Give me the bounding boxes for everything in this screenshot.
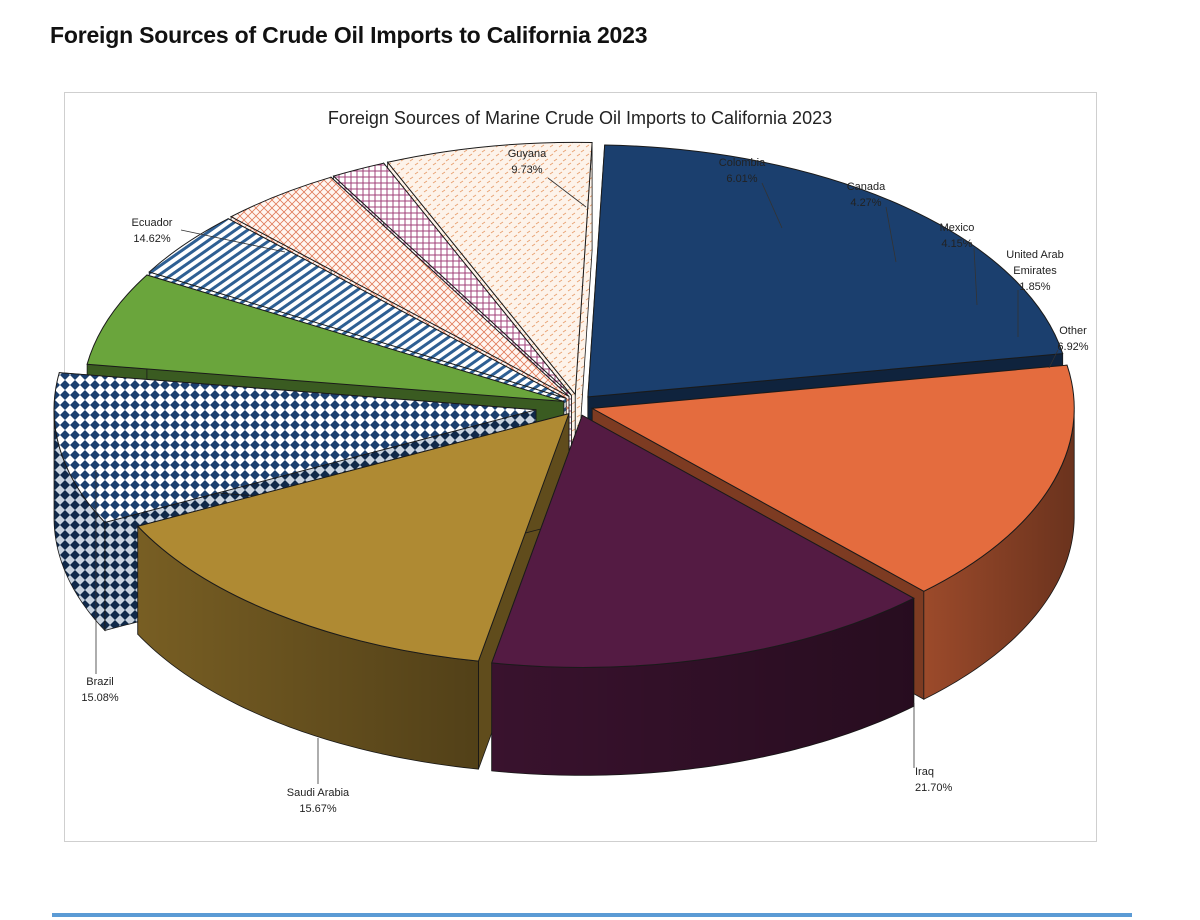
leader-line-mexico	[973, 247, 978, 306]
leader-line-colombia	[761, 182, 783, 229]
rim-shade-brazil	[491, 598, 914, 776]
side-brazil	[491, 414, 915, 776]
slice-saudi-arabia	[590, 364, 1075, 592]
slice-ecuador	[136, 412, 570, 662]
data-label-guyana: Guyana 9.73%	[508, 148, 547, 176]
data-label-saudi-arabia: Saudi Arabia 15.67%	[287, 787, 350, 815]
rim-shade-saudi-arabia	[923, 410, 1075, 700]
slice-other	[386, 141, 593, 396]
data-label-ecuador: Ecuador 14.62%	[132, 217, 173, 245]
page-title: Foreign Sources of Crude Oil Imports to …	[50, 22, 648, 48]
leader-line-other	[1048, 349, 1059, 369]
slice-brazil	[491, 414, 915, 668]
data-label-brazil: Brazil 15.08%	[81, 676, 119, 704]
pie-slices	[53, 141, 1075, 668]
data-label-other: Other 6.92%	[1057, 325, 1088, 353]
rim-shade-ecuador	[137, 526, 479, 770]
slice-colombia	[86, 274, 564, 402]
data-label-colombia: Colombia 6.01%	[719, 157, 766, 185]
slice-guyana	[53, 372, 537, 523]
slice-united-arab-emirates	[332, 162, 572, 396]
data-label-iraq: Iraq 21.70%	[915, 766, 953, 794]
data-labels: Iraq 21.70% Saudi Arabia 15.67% Brazil 15.08%…	[81, 148, 1088, 815]
slice-mexico	[229, 176, 570, 397]
leader-line-guyana	[547, 177, 587, 208]
slice-iraq	[587, 144, 1064, 398]
chart-title: Foreign Sources of Marine Crude Oil Impo…	[328, 108, 832, 128]
bottom-divider	[52, 913, 1132, 917]
slice-canada	[148, 218, 567, 399]
leader-line-ecuador	[180, 229, 286, 253]
data-label-united-arab-emirates: United Arab Emirates 1.85%	[1006, 249, 1063, 293]
data-label-mexico: Mexico 4.15%	[940, 222, 975, 250]
data-label-canada: Canada 4.27%	[847, 181, 886, 209]
leader-line-canada	[885, 206, 897, 263]
